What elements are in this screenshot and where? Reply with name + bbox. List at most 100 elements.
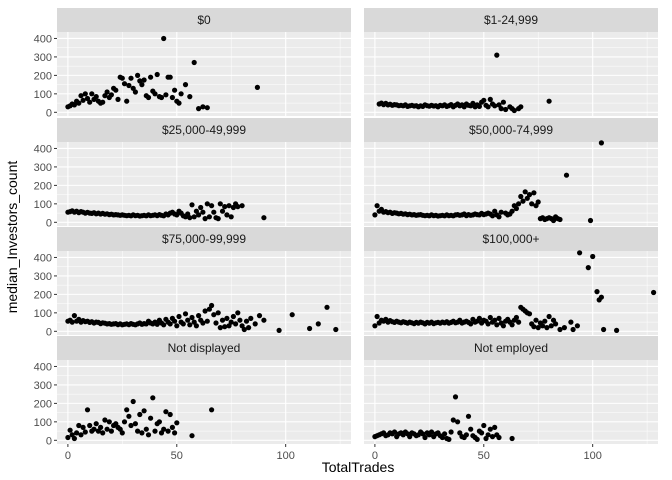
data-point [492,424,498,430]
data-point [154,321,160,327]
data-point [452,394,459,400]
data-point [71,313,77,319]
data-point [185,317,191,323]
x-tick-label: 50 [478,450,490,462]
data-point [209,302,215,309]
data-point [315,321,321,327]
data-point [307,325,313,332]
y-tick-label: 400 [34,33,52,45]
data-point [500,323,506,329]
data-point [535,325,541,331]
data-point [428,429,435,435]
data-point [167,321,173,327]
data-point [474,436,480,442]
x-tick-label: 0 [372,450,378,462]
facet-strip-label: Not employed [474,341,548,355]
data-point [498,209,504,215]
y-tick-label: 0 [46,435,52,447]
data-point [531,190,537,196]
data-point [152,428,158,434]
data-point [158,94,165,101]
facet-strip [364,8,658,32]
x-axis-title: TotalTrades [322,459,395,475]
data-point [204,201,210,207]
data-point [585,265,591,271]
data-point [324,304,330,310]
data-point [546,98,552,104]
data-point [463,432,469,438]
data-point [137,411,143,418]
data-point [163,92,169,98]
panel-background [364,32,658,116]
data-point [139,430,145,436]
data-point [139,82,145,88]
data-point [98,424,104,430]
y-tick-label: 200 [34,398,52,410]
data-point [84,407,91,413]
data-point [553,321,559,327]
data-point [93,94,99,100]
data-point [374,313,380,320]
x-tick-label: 100 [583,450,601,462]
data-point [187,322,193,328]
data-point [563,172,570,178]
data-point [196,313,202,319]
data-point [209,203,215,209]
data-point [213,320,219,326]
data-point [557,216,563,223]
data-point [202,216,208,222]
data-point [80,424,86,430]
panel-background [364,360,658,444]
axes: 0 100 200 300 400 0 100 200 300 400 0 100 200 300 400 0… [34,33,602,462]
facet-strip [57,8,351,32]
data-point [169,424,175,430]
data-point [529,201,535,207]
facet-panel: $1-24,999 [364,8,658,116]
data-point [228,214,234,220]
data-point [148,415,154,421]
data-point [172,430,178,436]
data-point [372,323,378,329]
data-point [614,327,620,333]
data-point [132,89,138,95]
facet-strip-label: $1-24,999 [484,13,538,27]
data-point [476,315,482,321]
data-point [520,198,526,204]
data-point [115,96,121,102]
data-point [492,103,498,109]
data-point [204,318,210,324]
data-point [511,107,517,114]
data-point [442,431,448,437]
data-point [156,419,162,425]
data-point [108,92,114,98]
data-point [254,84,260,90]
data-point [121,419,128,425]
data-point [598,140,605,146]
data-point [485,321,491,327]
data-point [200,104,206,110]
data-point [82,429,88,435]
data-point [69,319,75,325]
data-point [544,325,550,331]
facet-strip [57,227,351,251]
data-point [187,215,193,221]
data-point [219,317,226,323]
data-point [590,253,596,260]
data-point [481,97,487,103]
data-point [509,208,515,214]
data-point [448,429,454,435]
data-point [180,321,186,327]
data-point [76,100,82,106]
data-point [509,435,515,442]
data-point [548,323,554,329]
data-point [446,436,452,442]
data-point [570,326,576,333]
data-point [485,432,491,438]
data-point [468,321,474,327]
data-point [568,319,574,325]
data-point [450,417,456,423]
data-point [237,317,243,323]
data-point [143,426,149,432]
data-point [206,214,212,220]
data-point [108,428,114,434]
